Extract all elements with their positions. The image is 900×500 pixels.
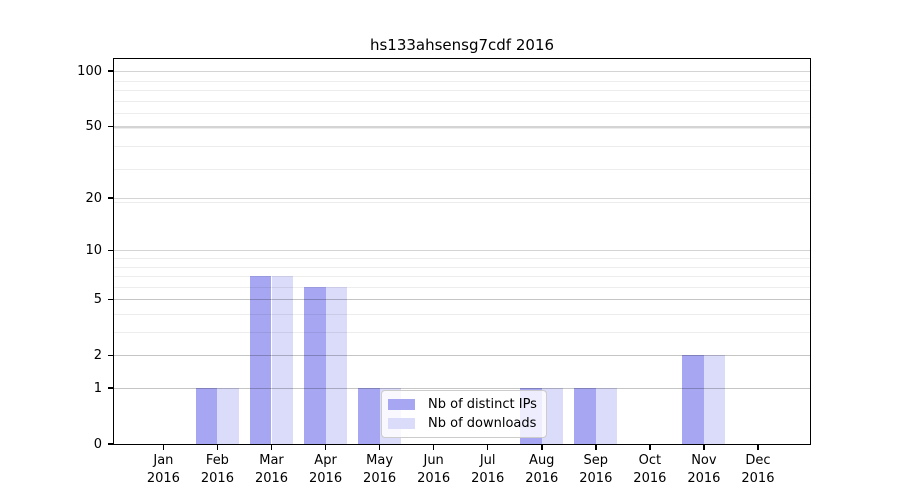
plot-area xyxy=(114,59,810,444)
bar-distinct-ips-mar xyxy=(249,276,272,444)
x-tick-label-nov: Nov 2016 xyxy=(674,452,734,487)
x-tick-label-year: 2016 xyxy=(633,470,667,486)
x-tick-label-apr: Apr 2016 xyxy=(296,452,356,487)
legend-swatch-distinct-ips xyxy=(388,398,415,410)
bar-downloads-feb xyxy=(217,388,240,444)
y-tick-label-2: 2 xyxy=(93,347,102,363)
y-tick-0 xyxy=(108,443,114,445)
x-tick-label-year: 2016 xyxy=(254,470,289,486)
y-tick-label-10: 10 xyxy=(85,242,102,258)
x-tick-label-month: Apr xyxy=(314,453,337,468)
x-tick-label-aug: Aug 2016 xyxy=(512,452,572,487)
x-tick-label-jun: Jun 2016 xyxy=(404,452,464,487)
y-tick-label-50: 50 xyxy=(85,118,102,134)
x-tick-label-month: Jun xyxy=(423,453,444,468)
legend-row-downloads: Nb of downloads xyxy=(382,416,546,432)
y-tick-label-0: 0 xyxy=(93,436,102,452)
x-tick-label-month: Aug xyxy=(529,453,555,468)
x-tick-sep xyxy=(595,445,597,450)
x-tick-label-year: 2016 xyxy=(579,470,613,486)
x-tick-label-month: Sep xyxy=(583,453,609,468)
y-tick-20 xyxy=(108,197,114,199)
legend-row-distinct-ips: Nb of distinct IPs xyxy=(382,396,546,412)
x-tick-label-oct: Oct 2016 xyxy=(620,452,680,487)
bar-downloads-sep xyxy=(595,388,618,444)
x-tick-label-year: 2016 xyxy=(363,470,397,486)
x-tick-label-year: 2016 xyxy=(471,470,505,486)
legend: Nb of distinct IPs Nb of downloads xyxy=(381,390,547,438)
x-tick-label-year: 2016 xyxy=(741,470,775,486)
bar-downloads-apr xyxy=(325,286,348,444)
legend-label-distinct-ips: Nb of distinct IPs xyxy=(428,396,537,412)
bar-distinct-ips-sep xyxy=(574,388,596,444)
x-tick-label-jan: Jan 2016 xyxy=(133,452,193,487)
y-tick-2 xyxy=(108,354,114,356)
bar-distinct-ips-apr xyxy=(303,286,326,444)
y-tick-10 xyxy=(108,249,114,252)
chart-title: hs133ahsensg7cdf 2016 xyxy=(369,36,555,54)
y-tick-label-5: 5 xyxy=(93,291,102,307)
y-tick-1 xyxy=(108,387,114,389)
x-tick-mar xyxy=(270,445,273,450)
x-tick-label-year: 2016 xyxy=(687,470,721,486)
y-tick-label-1: 1 xyxy=(93,380,102,396)
legend-label-downloads: Nb of downloads xyxy=(428,416,537,432)
x-tick-jun xyxy=(432,445,435,450)
bar-distinct-ips-nov xyxy=(682,355,704,444)
x-tick-feb xyxy=(216,445,219,450)
y-tick-5 xyxy=(108,298,114,300)
bars-layer xyxy=(114,59,810,444)
y-tick-50 xyxy=(108,125,114,128)
x-tick-label-year: 2016 xyxy=(309,470,343,486)
bar-distinct-ips-may xyxy=(358,388,380,444)
x-tick-label-month: May xyxy=(366,453,394,468)
x-tick-apr xyxy=(324,445,327,450)
x-tick-label-month: Nov xyxy=(691,453,717,468)
y-tick-label-100: 100 xyxy=(77,63,102,79)
y-tick-100 xyxy=(108,70,114,72)
x-tick-dec xyxy=(757,445,759,450)
x-tick-label-month: Oct xyxy=(638,453,662,468)
bar-downloads-aug xyxy=(541,388,564,444)
x-tick-aug xyxy=(541,445,543,450)
x-tick-jul xyxy=(486,445,489,450)
x-tick-may xyxy=(378,445,381,450)
bar-downloads-nov xyxy=(703,355,726,444)
x-tick-label-jul: Jul 2016 xyxy=(458,452,518,487)
x-tick-label-may: May 2016 xyxy=(350,452,410,487)
x-tick-label-year: 2016 xyxy=(200,470,234,486)
legend-swatch-downloads xyxy=(388,418,415,430)
x-tick-label-month: Jan xyxy=(153,453,174,468)
x-tick-label-sep: Sep 2016 xyxy=(566,452,626,487)
x-tick-jan xyxy=(162,445,165,450)
x-tick-nov xyxy=(703,445,705,450)
x-tick-label-year: 2016 xyxy=(525,470,559,486)
bar-downloads-mar xyxy=(271,276,294,444)
x-tick-label-mar: Mar 2016 xyxy=(242,452,302,487)
x-tick-label-year: 2016 xyxy=(417,470,451,486)
y-tick-label-20: 20 xyxy=(85,190,102,206)
x-tick-label-year: 2016 xyxy=(146,470,180,486)
x-tick-label-dec: Dec 2016 xyxy=(728,452,788,487)
bar-distinct-ips-feb xyxy=(195,388,218,444)
x-tick-label-month: Feb xyxy=(205,453,229,468)
x-tick-oct xyxy=(649,445,651,450)
x-tick-label-month: Mar xyxy=(259,453,284,468)
x-tick-label-month: Jul xyxy=(479,453,496,468)
x-tick-label-month: Dec xyxy=(745,453,771,468)
x-tick-label-feb: Feb 2016 xyxy=(187,452,247,487)
